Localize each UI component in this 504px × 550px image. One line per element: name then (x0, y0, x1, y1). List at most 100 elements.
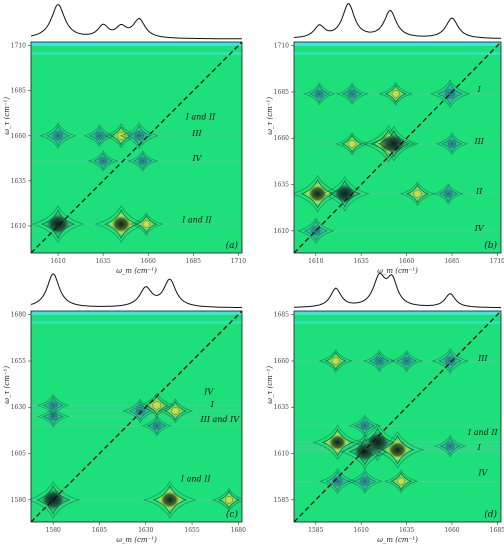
linear-spectrum (293, 3, 502, 39)
spectral-peak (36, 394, 70, 417)
peak-annotation: III (191, 129, 202, 138)
spectral-peak (129, 212, 164, 236)
spectral-peak (31, 480, 80, 519)
x-tick-label: 1585 (308, 527, 323, 534)
peak-annotation: II (475, 187, 483, 196)
diagonal-line (31, 311, 242, 522)
spectral-peak (433, 434, 467, 458)
peak-annotation: III (477, 354, 488, 363)
x-axis-label: ω_m (cm⁻¹) (377, 267, 418, 275)
y-tick-label: 1605 (11, 451, 26, 458)
y-tick-label: 1685 (274, 312, 289, 319)
peak-annotation: I (477, 443, 482, 452)
linear-spectrum (294, 272, 501, 309)
y-tick-label: 1635 (11, 178, 26, 185)
spectral-peak (318, 349, 353, 373)
spectral-peak (87, 150, 119, 172)
y-tick-label: 1660 (274, 358, 289, 365)
panel-d: 1585 1610 1635 1660 1685 1585 1610 1635 1660 1685… (266, 272, 504, 544)
panel-label: (a) (226, 240, 239, 251)
y-tick-label: 1710 (11, 43, 26, 50)
peak-annotation: I and II (180, 474, 211, 483)
spectral-peak (94, 205, 148, 243)
x-axis-label: ω_m (cm⁻¹) (377, 536, 418, 544)
spectral-peak (312, 424, 363, 461)
diagonal-line (294, 42, 501, 253)
diagonal-line (31, 42, 242, 253)
peak-annotation: III and IV (200, 415, 241, 424)
peak-annotation: I and II (185, 113, 216, 122)
y-axis-label: ω_τ (cm⁻¹) (266, 97, 274, 135)
y-axis-label: ω_τ (cm⁻¹) (3, 366, 11, 404)
row-streak (31, 424, 242, 427)
x-tick-label: 1710 (490, 258, 504, 265)
spectral-peak (122, 398, 159, 424)
plot-frame (293, 310, 502, 523)
spectral-peak (303, 82, 336, 106)
spectral-peak (319, 176, 370, 212)
y-tick-label: 1660 (11, 133, 26, 140)
spectral-peak (143, 480, 197, 519)
x-tick-label: 1635 (354, 258, 369, 265)
spectral-peak (435, 132, 469, 156)
y-tick-label: 1660 (274, 135, 289, 142)
x-tick-label: 1580 (46, 527, 61, 534)
spectral-peak (429, 79, 471, 108)
panel-label: (c) (226, 509, 239, 520)
linear-spectrum (30, 273, 243, 309)
top-band (294, 321, 501, 324)
row-streak (31, 404, 242, 407)
spectral-peak (211, 487, 242, 512)
top-band (294, 311, 501, 315)
diagonal-line (294, 311, 501, 522)
x-tick-label: 1605 (92, 527, 107, 534)
plot-area (294, 42, 501, 253)
y-axis-label: ω_τ (cm⁻¹) (3, 97, 11, 135)
panel-label: (d) (484, 509, 497, 520)
y-tick-label: 1610 (274, 451, 289, 458)
spectral-peak (348, 414, 382, 437)
spectral-peak (83, 124, 116, 147)
peak-annotation: III (473, 137, 484, 146)
x-tick-label: 1685 (490, 527, 504, 534)
panel-c: 1580 1605 1630 1655 1680 1580 1605 1630 1655 1680… (3, 273, 246, 544)
row-streak (31, 415, 242, 418)
spectral-peak (157, 398, 194, 424)
spectral-peak (383, 469, 419, 494)
x-tick-label: 1610 (308, 258, 323, 265)
x-tick-label: 1660 (444, 527, 459, 534)
y-tick-label: 1635 (274, 404, 289, 411)
top-band (294, 52, 501, 55)
peak-annotation: IV (191, 154, 202, 163)
y-tick-label: 1610 (11, 223, 26, 230)
x-tick-label: 1685 (444, 258, 459, 265)
row-streak (294, 424, 501, 427)
x-tick-label: 1635 (95, 258, 110, 265)
panel-label: (b) (484, 240, 497, 251)
y-tick-label: 1585 (274, 497, 289, 504)
linear-spectrum (30, 4, 242, 40)
peak-annotation: IV (474, 224, 485, 233)
y-tick-label: 1685 (274, 89, 289, 96)
peak-annotation: IV (477, 469, 488, 478)
x-tick-label: 1655 (184, 527, 199, 534)
plot-frame (293, 41, 502, 254)
y-tick-label: 1710 (274, 43, 289, 50)
row-streak (31, 498, 242, 501)
x-tick-label: 1680 (231, 527, 246, 534)
plot-frame (30, 310, 243, 523)
spectral-peak (127, 150, 159, 172)
peak-annotation: I and II (467, 428, 498, 437)
spectral-peak (297, 217, 335, 244)
top-band (31, 311, 242, 315)
top-band (31, 52, 242, 55)
peak-annotation: I (477, 85, 482, 94)
spectral-peak (294, 174, 345, 213)
x-tick-label: 1685 (186, 258, 201, 265)
x-tick-label: 1630 (138, 527, 153, 534)
spectral-peak (399, 181, 436, 207)
plot-frame (30, 41, 243, 254)
spectral-peak (141, 415, 173, 437)
x-tick-label: 1610 (50, 258, 65, 265)
